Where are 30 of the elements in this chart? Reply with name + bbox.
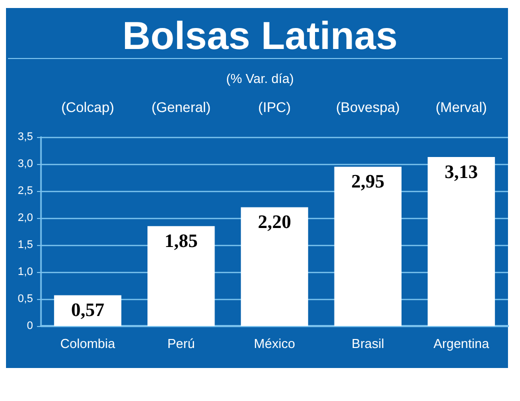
y-tick-label: 3,5 xyxy=(18,131,33,143)
bar xyxy=(147,226,215,326)
data-label: 1,85 xyxy=(164,231,198,252)
data-label: 2,20 xyxy=(258,212,292,234)
bar xyxy=(240,207,308,326)
bar xyxy=(54,295,122,326)
data-label: 0,57 xyxy=(71,300,105,322)
text: (IPC) xyxy=(258,99,291,115)
y-tick-label: 0,5 xyxy=(18,293,33,305)
text: (Bovespa) xyxy=(336,99,400,115)
x-tick-label: Brasil xyxy=(352,336,384,351)
bar xyxy=(428,156,495,326)
y-tick-label: 2,0 xyxy=(18,212,33,224)
y-tick-label: 3,0 xyxy=(18,158,33,170)
x-tick-label: Argentina xyxy=(433,336,490,351)
x-tick-label: Colombia xyxy=(60,336,116,351)
data-label: 3,13 xyxy=(444,162,478,183)
y-tick-label: 2,5 xyxy=(18,185,33,197)
y-tick-label: 0 xyxy=(26,320,33,332)
x-tick-label: México xyxy=(254,336,296,351)
data-label: 2,95 xyxy=(351,172,385,193)
text: (Merval) xyxy=(436,99,487,115)
text: (Colcap) xyxy=(61,99,114,115)
bar xyxy=(334,166,402,326)
x-tick-label: Perú xyxy=(167,336,195,351)
chart-subtitle: (% Var. día) xyxy=(226,71,294,86)
y-tick-label: 1,5 xyxy=(18,239,33,251)
chart-title: Bolsas Latinas xyxy=(122,15,398,58)
y-tick-label: 1,0 xyxy=(18,266,33,278)
text: (General) xyxy=(152,99,211,115)
